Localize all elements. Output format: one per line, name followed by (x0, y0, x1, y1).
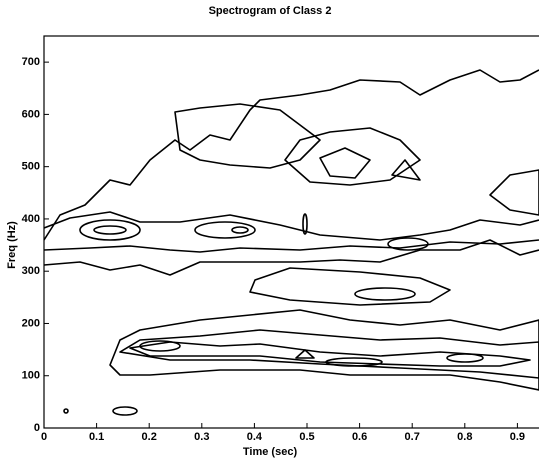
contour-line (112, 406, 138, 416)
contour-line (295, 349, 315, 359)
contour-line (249, 267, 451, 306)
x-axis-label: Time (sec) (243, 446, 298, 458)
x-tick-label: 0.8 (457, 431, 472, 443)
x-tick-label: 0 (41, 431, 47, 443)
y-tick-label: 0 (34, 422, 40, 434)
x-tick-label: 0.9 (510, 431, 525, 443)
x-tick-label: 0.1 (89, 431, 104, 443)
contour-line (43, 211, 539, 241)
contour-line (43, 239, 539, 276)
y-tick-label: 100 (22, 370, 40, 382)
contour-line (63, 408, 69, 414)
contour-line (284, 127, 421, 186)
y-tick-label: 600 (22, 108, 40, 120)
x-tick-label: 0.6 (352, 431, 367, 443)
x-tick-label: 0.4 (247, 431, 263, 443)
x-tick-label: 0.3 (194, 431, 209, 443)
contour-line (93, 225, 127, 235)
contour-line (391, 159, 421, 181)
contour-line (489, 169, 539, 216)
contour-line (43, 239, 539, 253)
contours (43, 69, 539, 416)
chart-title: Spectrogram of Class 2 (209, 5, 332, 17)
y-tick-label: 500 (22, 161, 40, 173)
contour-line (119, 329, 539, 379)
contour-line (79, 219, 141, 241)
contour-line (446, 353, 484, 363)
contour-line (302, 213, 308, 235)
contour-line (319, 147, 371, 179)
y-tick-label: 300 (22, 265, 40, 277)
contour-line (231, 226, 249, 234)
contour-line (43, 69, 539, 241)
x-tick-label: 0.2 (142, 431, 157, 443)
contour-line (354, 287, 416, 301)
contour-line (194, 221, 256, 239)
contour-line (109, 309, 539, 391)
contour-line (129, 341, 531, 367)
contour-line (139, 340, 181, 352)
y-tick-label: 200 (22, 317, 40, 329)
y-tick-label: 700 (22, 56, 40, 68)
contour-line (325, 357, 383, 367)
x-tick-label: 0.5 (299, 431, 314, 443)
y-tick-label: 400 (22, 213, 40, 225)
y-axis-label: Freq (Hz) (6, 221, 18, 269)
x-tick-label: 0.7 (405, 431, 420, 443)
contour-line (387, 237, 429, 251)
contour-line (174, 103, 321, 169)
